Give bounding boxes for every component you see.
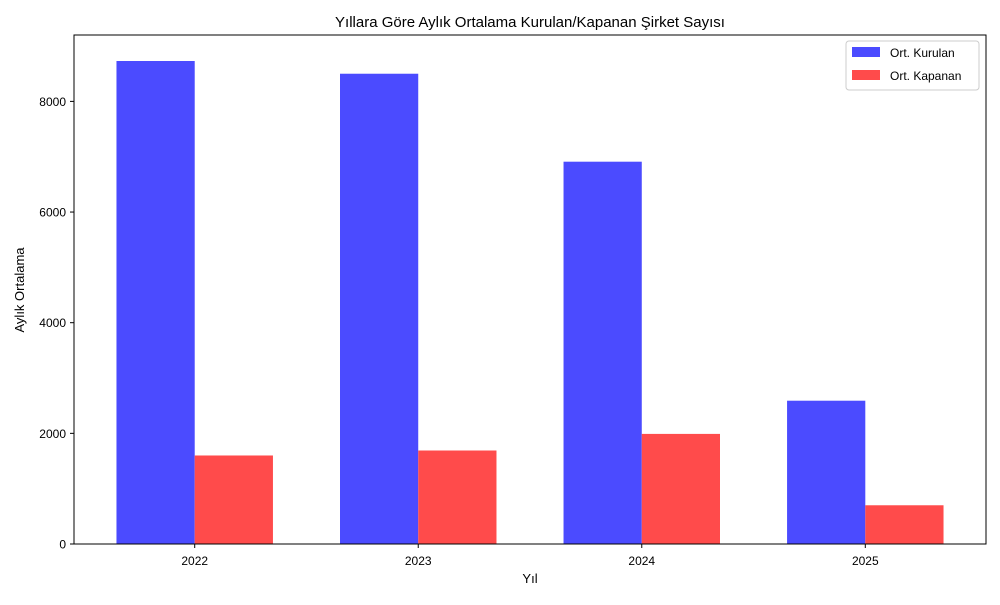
x-tick-label: 2025 — [852, 554, 879, 568]
plot-frame — [73, 34, 987, 545]
chart-title: Yıllara Göre Aylık Ortalama Kurulan/Kapa… — [335, 14, 725, 31]
bar-ort-kapanan-2022 — [194, 455, 273, 544]
bar-ort-kapanan-2023 — [418, 450, 497, 544]
x-tick-label: 2024 — [628, 554, 655, 568]
legend-label-ort-kapanan: Ort. Kapanan — [890, 69, 961, 83]
bars-layer — [116, 61, 944, 544]
y-tick-label: 4000 — [39, 316, 66, 330]
legend: Ort. Kurulan Ort. Kapanan — [845, 40, 980, 91]
x-tick-label: 2022 — [181, 554, 208, 568]
bar-ort-kurulan-2025 — [787, 400, 866, 544]
legend-swatch-ort-kapanan — [852, 70, 880, 80]
y-tick-label: 0 — [59, 538, 66, 552]
bar-ort-kurulan-2023 — [340, 73, 419, 544]
y-tick-label: 6000 — [39, 206, 66, 220]
x-tick-label: 2023 — [405, 554, 432, 568]
bar-ort-kapanan-2025 — [865, 505, 944, 544]
x-axis-label: Yıl — [522, 571, 537, 586]
y-axis: 0 2000 4000 6000 8000 — [39, 95, 74, 552]
y-axis-label: Aylık Ortalama — [12, 247, 27, 333]
legend-swatch-ort-kurulan — [852, 47, 880, 57]
bar-ort-kurulan-2024 — [563, 161, 642, 544]
legend-label-ort-kurulan: Ort. Kurulan — [890, 46, 955, 60]
bar-ort-kapanan-2024 — [641, 433, 720, 544]
y-tick-label: 2000 — [39, 427, 66, 441]
x-axis: 2022 2023 2024 2025 — [181, 544, 879, 568]
bar-ort-kurulan-2022 — [116, 61, 195, 544]
y-tick-label: 8000 — [39, 95, 66, 109]
